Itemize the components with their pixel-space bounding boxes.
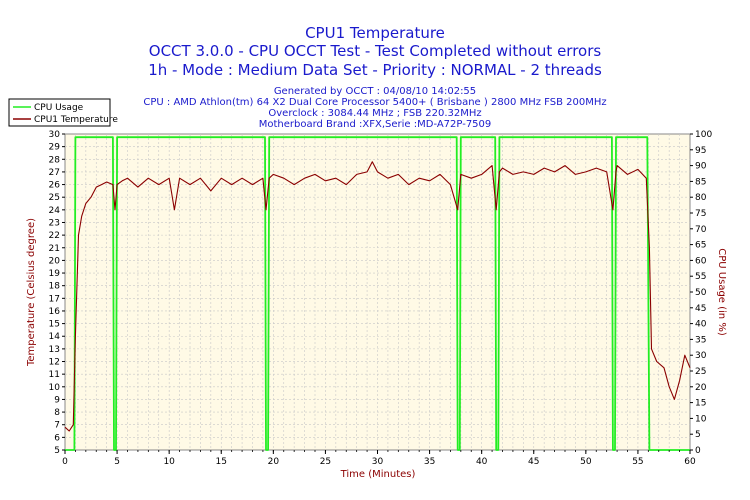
y-right-tick-label: 20 <box>695 383 707 393</box>
series-line-cpu-usage <box>65 136 690 451</box>
x-tick-label: 50 <box>580 457 592 467</box>
y-right-tick-label: 55 <box>695 272 706 282</box>
y-right-tick-label: 30 <box>695 351 707 361</box>
y-left-tick-label: 12 <box>49 358 60 368</box>
y-left-tick-label: 10 <box>49 383 61 393</box>
legend-box <box>8 98 111 127</box>
y-left-tick-label: 16 <box>49 307 61 317</box>
y-left-tick-label: 22 <box>49 231 60 241</box>
y-right-tick-label: 50 <box>695 288 707 298</box>
x-tick-label: 25 <box>320 457 331 467</box>
x-tick-label: 60 <box>684 457 696 467</box>
y-left-tick-label: 29 <box>49 143 61 153</box>
chart-subtitle-1: OCCT 3.0.0 - CPU OCCT Test - Test Comple… <box>149 42 602 60</box>
y-right-tick-label: 10 <box>695 414 707 424</box>
y-right-tick-label: 5 <box>695 430 701 440</box>
x-tick-label: 35 <box>424 457 435 467</box>
series-line-cpu1-temperature <box>64 161 691 432</box>
x-tick-label: 15 <box>216 457 227 467</box>
y-left-tick-label: 8 <box>54 408 60 418</box>
y-left-axis-label: Temperature (Celsius degree) <box>26 218 37 367</box>
y-left-tick-label: 13 <box>49 345 60 355</box>
info-generated: Generated by OCCT : 04/08/10 14:02:55 <box>274 86 476 97</box>
info-motherboard: Motherboard Brand :XFX,Serie :MD-A72P-75… <box>259 119 492 130</box>
y-right-tick-label: 100 <box>695 130 712 140</box>
y-left-tick-label: 11 <box>49 370 60 380</box>
y-right-tick-label: 70 <box>695 225 707 235</box>
y-right-tick-label: 0 <box>695 446 701 456</box>
y-right-tick-label: 90 <box>695 162 707 172</box>
y-right-tick-label: 75 <box>695 209 706 219</box>
y-left-tick-label: 5 <box>54 446 60 456</box>
legend-label-cpu1-temperature: CPU1 Temperature <box>34 115 118 125</box>
x-tick-label: 10 <box>163 457 175 467</box>
ticks: 0 5 10 15 20 25 30 35 40 45 50 55 605678910111213141… <box>49 130 713 467</box>
x-axis-label: Time (Minutes) <box>340 469 416 480</box>
x-tick-label: 5 <box>114 457 120 467</box>
y-right-tick-label: 25 <box>695 367 706 377</box>
series-layer <box>64 136 691 451</box>
x-tick-label: 45 <box>528 457 539 467</box>
y-left-tick-label: 23 <box>49 218 60 228</box>
y-right-tick-label: 45 <box>695 304 706 314</box>
legend: CPU Usage CPU1 Temperature <box>8 98 118 127</box>
y-left-tick-label: 30 <box>49 130 61 140</box>
y-left-tick-label: 26 <box>49 181 61 191</box>
info-cpu: CPU : AMD Athlon(tm) 64 X2 Dual Core Pro… <box>143 97 606 108</box>
chart-subtitle-2: 1h - Mode : Medium Data Set - Priority :… <box>148 61 602 79</box>
y-right-tick-label: 15 <box>695 399 706 409</box>
x-tick-label: 20 <box>268 457 280 467</box>
y-right-axis-label: CPU Usage (in %) <box>716 248 727 336</box>
legend-label-cpu-usage: CPU Usage <box>34 103 84 113</box>
y-left-tick-label: 6 <box>54 433 60 443</box>
y-left-tick-label: 7 <box>54 421 60 431</box>
y-left-tick-label: 15 <box>49 320 60 330</box>
y-left-tick-label: 19 <box>49 269 61 279</box>
y-right-tick-label: 95 <box>695 146 706 156</box>
y-right-tick-label: 35 <box>695 335 706 345</box>
info-overclock: Overclock : 3084.44 MHz ; FSB 220.32MHz <box>268 108 481 119</box>
y-left-tick-label: 24 <box>49 206 61 216</box>
y-left-tick-label: 18 <box>49 282 61 292</box>
y-right-tick-label: 80 <box>695 193 707 203</box>
x-tick-label: 30 <box>372 457 384 467</box>
y-right-tick-label: 60 <box>695 256 707 266</box>
y-left-tick-label: 21 <box>49 244 60 254</box>
grid <box>65 134 690 450</box>
x-tick-label: 40 <box>476 457 488 467</box>
y-left-tick-label: 20 <box>49 256 61 266</box>
x-tick-label: 0 <box>62 457 68 467</box>
y-left-tick-label: 25 <box>49 193 60 203</box>
y-left-tick-label: 9 <box>54 395 60 405</box>
y-right-tick-label: 85 <box>695 177 706 187</box>
chart-title: CPU1 Temperature <box>305 24 445 42</box>
y-left-tick-label: 14 <box>49 332 61 342</box>
y-left-tick-label: 17 <box>49 294 60 304</box>
y-right-tick-label: 65 <box>695 241 706 251</box>
y-left-tick-label: 27 <box>49 168 60 178</box>
y-left-tick-label: 28 <box>49 155 61 165</box>
y-right-tick-label: 40 <box>695 320 707 330</box>
x-tick-label: 55 <box>632 457 643 467</box>
